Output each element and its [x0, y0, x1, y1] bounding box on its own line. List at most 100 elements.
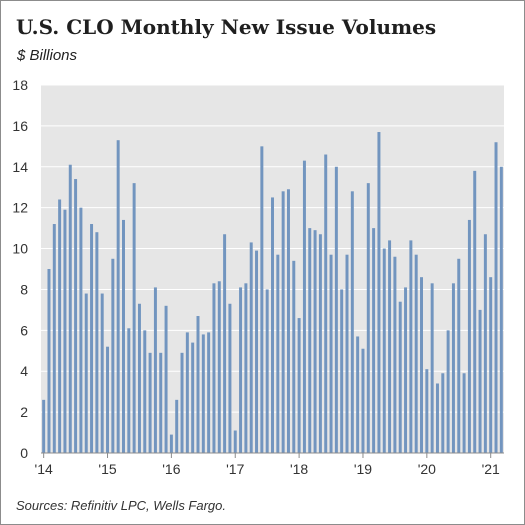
- bar: [467, 219, 471, 453]
- bar: [116, 140, 120, 453]
- bar: [489, 277, 493, 453]
- bar: [127, 328, 131, 453]
- bar: [308, 228, 312, 453]
- bar: [483, 234, 487, 453]
- source-note: Sources: Refinitiv LPC, Wells Fargo.: [16, 498, 226, 513]
- bar: [393, 256, 397, 453]
- y-tick-label: 16: [12, 118, 28, 134]
- bar: [361, 348, 365, 453]
- bar: [276, 254, 280, 453]
- bar: [201, 334, 205, 453]
- bar: [100, 293, 104, 453]
- bar: [260, 146, 264, 454]
- bar: [435, 383, 439, 453]
- bar: [356, 336, 360, 453]
- x-tick-label: '19: [354, 461, 372, 477]
- bar: [68, 164, 72, 453]
- y-tick-label: 2: [20, 404, 28, 420]
- bar: [169, 434, 173, 453]
- bar: [345, 254, 349, 453]
- bar: [446, 330, 450, 453]
- bar: [207, 332, 211, 453]
- y-tick-label: 6: [20, 322, 28, 338]
- bar: [457, 258, 461, 453]
- bar: [95, 232, 99, 453]
- bar: [79, 207, 83, 453]
- bar: [111, 258, 115, 453]
- bar: [473, 170, 477, 453]
- bar: [404, 287, 408, 453]
- bar: [377, 132, 381, 453]
- bar: [121, 219, 125, 453]
- bar: [286, 189, 290, 453]
- bar: [318, 234, 322, 453]
- bar: [106, 346, 110, 453]
- bar: [74, 179, 78, 454]
- bar: [372, 228, 376, 453]
- bar: [137, 303, 141, 453]
- bar: [382, 248, 386, 453]
- bar: [302, 160, 306, 453]
- bar: [441, 373, 445, 453]
- bar: [366, 183, 370, 453]
- bar: [180, 352, 184, 453]
- y-axis-tick-labels: 0 2 4 6 8 10 12 14 16 18: [12, 77, 28, 461]
- bar: [334, 166, 338, 453]
- bar: [292, 260, 296, 453]
- bar: [47, 269, 51, 453]
- bar: [212, 283, 216, 453]
- y-tick-label: 18: [12, 77, 28, 93]
- bar: [350, 191, 354, 454]
- bar: [217, 281, 221, 453]
- bar: [233, 430, 237, 453]
- bar: [340, 289, 344, 453]
- bar: [420, 277, 424, 453]
- bar: [324, 154, 328, 453]
- bar: [425, 369, 429, 453]
- bar: [42, 399, 46, 453]
- bar: [148, 352, 152, 453]
- bar: [398, 301, 402, 453]
- bar: [297, 318, 301, 453]
- bars: [42, 132, 503, 454]
- bar: [451, 283, 455, 453]
- chart-subtitle: $ Billions: [17, 47, 78, 64]
- bar: [175, 399, 179, 453]
- y-tick-label: 8: [20, 281, 28, 297]
- bar: [388, 240, 392, 453]
- x-tick-label: '15: [98, 461, 116, 477]
- bar: [494, 142, 498, 453]
- bar: [313, 230, 317, 453]
- bar: [185, 332, 189, 453]
- y-tick-label: 14: [12, 159, 28, 175]
- bar: [409, 240, 413, 453]
- bar: [265, 289, 269, 453]
- bar: [414, 254, 418, 453]
- bar: [153, 287, 157, 453]
- x-tick-label: '17: [226, 461, 244, 477]
- bar: [132, 183, 136, 453]
- x-tick-label: '21: [482, 461, 500, 477]
- y-tick-label: 4: [20, 363, 28, 379]
- bar: [159, 352, 163, 453]
- bar: [499, 166, 503, 453]
- bar: [249, 242, 253, 453]
- bar: [191, 342, 195, 453]
- bar: [63, 209, 67, 453]
- bar: [430, 283, 434, 453]
- x-tick-label: '14: [35, 461, 53, 477]
- y-tick-label: 0: [20, 445, 28, 461]
- x-tick-label: '18: [290, 461, 308, 477]
- bar: [164, 305, 168, 453]
- x-tick-label: '16: [162, 461, 180, 477]
- bar: [281, 191, 285, 454]
- chart-title: U.S. CLO Monthly New Issue Volumes: [16, 15, 437, 39]
- bar: [90, 224, 94, 453]
- bar: [84, 293, 88, 453]
- bar: [58, 199, 62, 453]
- bar: [244, 283, 248, 453]
- bar: [143, 330, 147, 453]
- bar: [255, 250, 259, 453]
